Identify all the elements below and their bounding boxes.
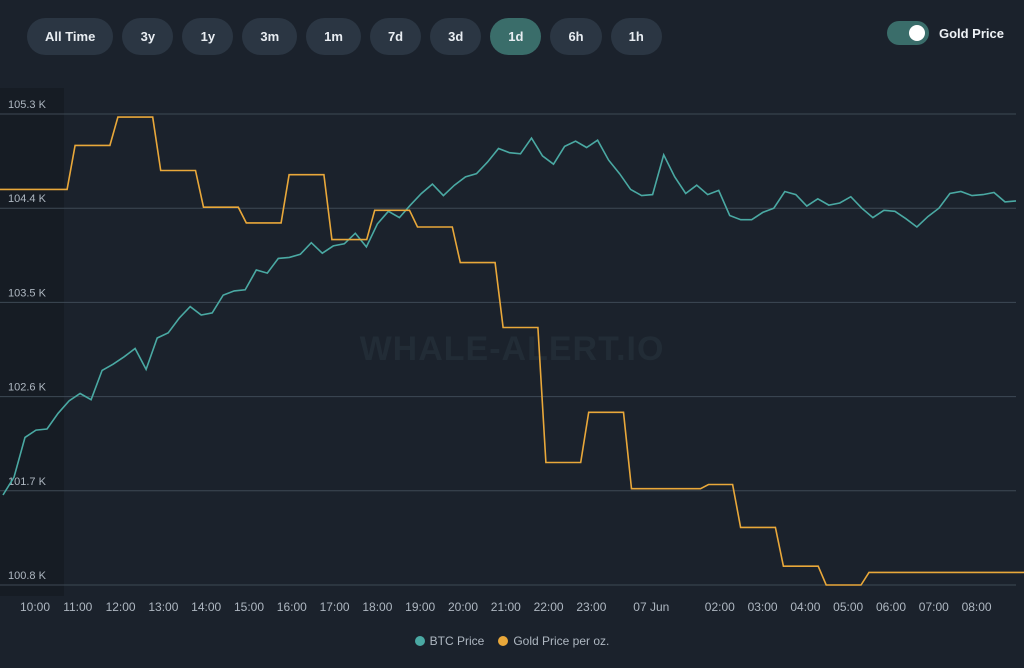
legend-swatch [498, 636, 509, 646]
range-tab-7d[interactable]: 7d [369, 18, 422, 55]
y-tick-label: 104.4 K [8, 193, 47, 205]
x-tick-label: 05:00 [833, 600, 863, 614]
gold-price-toggle-group: Gold Price [886, 21, 1004, 45]
legend-label: Gold Price per oz. [513, 634, 610, 648]
y-tick-label: 101.7 K [8, 476, 47, 488]
range-tab-all-time[interactable]: All Time [27, 18, 114, 55]
chart-legend: BTC Price Gold Price per oz. [0, 634, 1024, 648]
watermark: WHALE-ALERT.IO [359, 330, 665, 368]
x-tick-label: 14:00 [191, 600, 221, 614]
x-tick-label: 03:00 [748, 600, 778, 614]
toggle-knob [908, 25, 925, 41]
range-tab-1m[interactable]: 1m [306, 18, 361, 55]
x-tick-label: 02:00 [705, 600, 735, 614]
x-tick-label: 19:00 [405, 600, 435, 614]
x-tick-label: 10:00 [20, 600, 50, 614]
x-tick-label: 22:00 [534, 600, 564, 614]
range-tab-1d[interactable]: 1d [490, 18, 542, 55]
time-range-tabs: All Time 3y 1y 3m 1m 7d 3d 1d 6h 1h [27, 18, 662, 55]
x-tick-label: 15:00 [234, 600, 264, 614]
x-tick-label: 16:00 [277, 600, 307, 614]
gold-price-toggle-label: Gold Price [938, 25, 1004, 41]
range-tab-3d[interactable]: 3d [430, 18, 482, 55]
x-tick-label: 04:00 [790, 600, 820, 614]
y-tick-label: 105.3 K [8, 99, 47, 111]
x-tick-label: 18:00 [362, 600, 392, 614]
y-tick-label: 102.6 K [8, 382, 47, 394]
range-tab-3y[interactable]: 3y [122, 18, 174, 55]
gold-price-line [0, 116, 1024, 586]
range-tab-1y[interactable]: 1y [182, 18, 234, 55]
range-tab-1h[interactable]: 1h [610, 18, 662, 55]
legend-swatch [414, 636, 425, 646]
y-tick-label: 100.8 K [8, 570, 47, 582]
range-tab-6h[interactable]: 6h [550, 18, 602, 55]
x-tick-label: 21:00 [491, 600, 521, 614]
x-tick-label: 12:00 [106, 600, 136, 614]
x-tick-label: 17:00 [320, 600, 350, 614]
x-tick-label: 20:00 [448, 600, 478, 614]
x-tick-label: 11:00 [63, 600, 92, 614]
x-tick-label: 07:00 [919, 600, 949, 614]
y-tick-label: 103.5 K [8, 287, 47, 299]
x-tick-label: 06:00 [876, 600, 906, 614]
legend-label: BTC Price [429, 634, 485, 648]
x-tick-label: 08:00 [962, 600, 992, 614]
x-tick-label: 07 Jun [633, 600, 669, 614]
x-tick-label: 23:00 [576, 600, 606, 614]
y-axis-band [0, 88, 64, 596]
x-tick-label: 13:00 [148, 600, 178, 614]
legend-item[interactable]: Gold Price per oz. [498, 634, 609, 648]
legend-item[interactable]: BTC Price [414, 634, 485, 648]
btc-price-line [2, 136, 1017, 496]
range-tab-3m[interactable]: 3m [242, 18, 298, 55]
gold-price-toggle[interactable] [886, 21, 929, 45]
